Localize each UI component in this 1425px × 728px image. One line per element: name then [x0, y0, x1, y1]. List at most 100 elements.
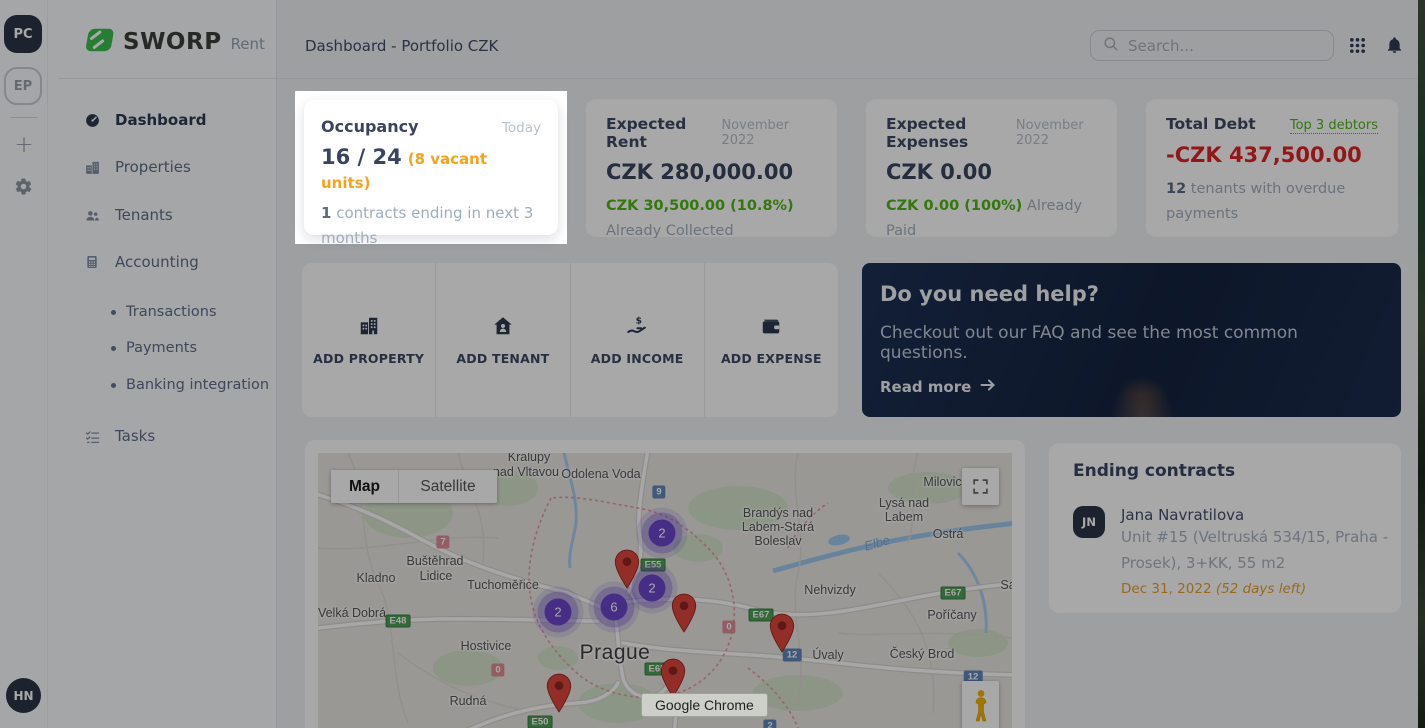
card-title: Expected Expenses — [886, 115, 969, 151]
building-icon — [358, 315, 380, 341]
sidebar-item-payments[interactable]: Payments — [48, 335, 276, 361]
read-more-link[interactable]: Read more — [880, 378, 1383, 396]
map-town-label: Sa — [1000, 578, 1012, 592]
help-body: Checkout out our FAQ and see the most co… — [880, 323, 1298, 363]
map-type-control: Map Satellite — [331, 470, 497, 503]
pegman-control[interactable] — [962, 681, 999, 728]
add-workspace-button[interactable]: + — [14, 132, 34, 158]
sidebar-item-tasks[interactable]: Tasks — [48, 423, 276, 449]
home-person-icon — [492, 315, 514, 341]
collected-amount: CZK 30,500.00 (10.8%) — [606, 198, 794, 214]
ending-contracts-title: Ending contracts — [1073, 461, 1236, 481]
people-icon — [83, 207, 101, 224]
properties-map-card: Map Satellite Kralupy nad Vltavou Odolena … — [305, 440, 1025, 728]
main-content: Dashboard - Portfolio CZK Expected Rent … — [277, 0, 1425, 728]
search-input[interactable] — [1128, 36, 1308, 55]
user-avatar-hn[interactable]: HN — [6, 678, 41, 713]
desktop-edge-strip — [1418, 0, 1425, 728]
brand-logo[interactable]: SWORP Rent — [81, 26, 265, 58]
buildings-icon — [83, 159, 101, 176]
workspace-avatar-ep[interactable]: EP — [4, 67, 42, 105]
add-tenant-button[interactable]: ADD TENANT — [435, 263, 569, 417]
road-badge: 0 — [722, 620, 736, 634]
map-pin-marker[interactable] — [671, 593, 698, 637]
pegman-icon — [975, 690, 986, 722]
notifications-bell-icon[interactable] — [1385, 35, 1404, 59]
action-label: ADD PROPERTY — [313, 350, 425, 366]
sidebar-item-banking-integration[interactable]: Banking integration — [48, 372, 276, 398]
map-pin-marker[interactable] — [614, 549, 641, 593]
bullet-icon — [111, 345, 116, 351]
paid-amount: CZK 0.00 (100%) — [886, 198, 1023, 214]
add-property-button[interactable]: ADD PROPERTY — [302, 263, 435, 417]
brand-suffix: Rent — [230, 35, 265, 53]
tenant-unit: Unit #15 (Veltruská 534/15, Praha - Pros… — [1121, 528, 1389, 572]
wallet-icon — [760, 315, 782, 341]
sidebar-item-dashboard[interactable]: Dashboard — [48, 107, 276, 133]
map-pin-marker[interactable] — [769, 613, 796, 657]
map-cluster-marker[interactable]: 2 — [648, 519, 676, 547]
bullet-icon — [111, 309, 116, 315]
card-period: Today — [501, 120, 541, 136]
sidebar-item-label: Banking integration — [126, 377, 270, 393]
map-town-label: Kladno — [356, 571, 396, 585]
card-period: November 2022 — [721, 118, 790, 148]
map-cluster-marker[interactable]: 2 — [544, 598, 572, 626]
debtors-count: 12 — [1166, 181, 1187, 197]
road-badge: 0 — [491, 663, 505, 677]
sidebar-item-label: Tasks — [115, 427, 156, 445]
map-canvas[interactable]: Map Satellite Kralupy nad Vltavou Odolena … — [318, 453, 1012, 728]
map-cluster-marker[interactable]: 6 — [600, 593, 628, 621]
svg-text:$: $ — [636, 315, 642, 326]
map-type-map-button[interactable]: Map — [331, 470, 398, 503]
road-badge: E50 — [527, 715, 553, 728]
help-banner: Do you need help? Checkout out our FAQ a… — [862, 263, 1401, 417]
workspace-avatar-pc[interactable]: PC — [4, 15, 42, 53]
map-town-label: Buštěhrad — [406, 554, 464, 568]
occupancy-card: Occupancy Today 16 / 24 (8 vacant units) … — [304, 100, 558, 247]
ending-contracts-card: Ending contracts JN Jana Navratilova Uni… — [1049, 443, 1401, 613]
tenant-avatar: JN — [1073, 506, 1105, 538]
map-fullscreen-button[interactable] — [962, 468, 999, 505]
sidebar-item-tenants[interactable]: Tenants — [48, 202, 276, 228]
map-town-label: Rudná — [449, 694, 487, 708]
card-period: November 2022 — [1015, 118, 1084, 148]
add-income-button[interactable]: $ ADD INCOME — [569, 263, 704, 417]
search-box[interactable] — [1090, 30, 1334, 61]
map-town-label: Tuchoměřice — [467, 578, 539, 592]
card-title: Occupancy — [321, 117, 419, 136]
sidebar-divider — [58, 78, 276, 79]
calculator-icon — [83, 254, 101, 270]
expected-rent-value: CZK 280,000.00 — [606, 160, 794, 184]
sidebar-item-accounting[interactable]: Accounting — [48, 249, 276, 275]
map-type-satellite-button[interactable]: Satellite — [398, 470, 497, 503]
settings-gear-icon[interactable] — [14, 177, 33, 200]
rail-divider — [11, 117, 37, 118]
map-town-label: Boleslav — [754, 534, 802, 548]
collected-note: Already Collected — [606, 223, 734, 239]
ending-contract-row[interactable]: JN Jana Navratilova Unit #15 (Veltruská … — [1073, 506, 1388, 597]
sidebar: SWORP Rent Dashboard Properties — [48, 0, 277, 728]
map-town-label: Milovice — [923, 475, 969, 489]
apps-grid-icon[interactable] — [1349, 37, 1366, 58]
add-expense-button[interactable]: ADD EXPENSE — [703, 263, 838, 417]
sidebar-item-transactions[interactable]: Transactions — [48, 299, 276, 325]
road-badge: E55 — [640, 558, 666, 572]
map-pin-marker[interactable] — [546, 673, 573, 717]
top-debtors-link[interactable]: Top 3 debtors — [1289, 118, 1378, 134]
sidebar-item-label: Transactions — [126, 304, 217, 320]
map-town-label: Labem — [884, 510, 924, 524]
card-title: Total Debt — [1166, 115, 1256, 133]
expected-expenses-card: Expected Expenses November 2022 CZK 0.00… — [866, 99, 1117, 239]
vacant-units: (8 vacant units) — [321, 150, 488, 192]
sidebar-item-properties[interactable]: Properties — [48, 154, 276, 180]
tenant-name: Jana Navratilova — [1121, 506, 1245, 524]
total-debt-card: Total Debt Top 3 debtors -CZK 437,500.00… — [1146, 99, 1398, 237]
checklist-icon — [83, 428, 101, 445]
sidebar-item-label: Tenants — [115, 206, 173, 224]
map-cluster-marker[interactable]: 2 — [638, 574, 666, 602]
map-town-label: Hostivice — [460, 639, 512, 653]
map-town-label: Odolena Voda — [561, 467, 641, 481]
bullet-icon — [111, 382, 116, 388]
